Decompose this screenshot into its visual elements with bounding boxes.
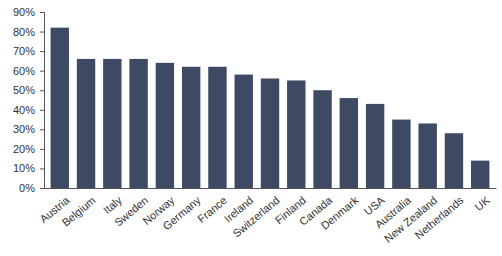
y-tick: 40%	[13, 104, 44, 116]
x-axis: AustriaBelgiumItalySwedenNorwayGermanyFr…	[37, 188, 496, 245]
bar	[445, 133, 463, 188]
y-tick-label: 40%	[13, 104, 35, 116]
y-tick-mark	[40, 188, 44, 189]
x-tick-label: France	[195, 194, 229, 225]
y-axis-line	[40, 13, 45, 189]
x-tick-label: Netherlands	[412, 194, 466, 242]
y-tick-label: 10%	[13, 162, 35, 174]
bar	[156, 63, 174, 188]
y-tick-label: 30%	[13, 123, 35, 135]
y-tick: 80%	[13, 26, 44, 38]
y-tick-mark	[40, 168, 44, 169]
bar	[340, 98, 358, 188]
plot: 0% 10% 20% 30% 40% 50% 60% 70% 80% 90% AustriaBelg…	[13, 6, 497, 245]
y-tick-mark	[40, 71, 44, 72]
x-tick-label: UK	[472, 193, 492, 212]
bar	[103, 59, 121, 188]
y-tick: 0%	[19, 182, 44, 194]
bar	[366, 104, 384, 188]
bar	[77, 59, 95, 188]
y-tick: 30%	[13, 123, 44, 135]
y-axis: 0% 10% 20% 30% 40% 50% 60% 70% 80% 90%	[13, 6, 45, 194]
bar	[261, 78, 279, 188]
bar	[208, 67, 226, 188]
y-tick-label: 20%	[13, 143, 35, 155]
y-tick: 60%	[13, 65, 44, 77]
y-tick-label: 70%	[13, 45, 35, 57]
x-tick: Belgium	[59, 188, 97, 229]
y-tick: 70%	[13, 45, 44, 57]
y-tick-mark	[40, 110, 44, 111]
bar	[418, 123, 436, 188]
x-tick: Denmark	[319, 188, 361, 232]
x-tick: Switzerland	[230, 188, 281, 240]
bar	[471, 161, 489, 188]
y-tick-label: 50%	[13, 84, 35, 96]
x-tick: UK	[472, 188, 492, 213]
y-tick: 20%	[13, 143, 44, 155]
y-tick: 10%	[13, 162, 44, 174]
x-tick-label: Denmark	[319, 194, 361, 232]
y-tick-mark	[40, 149, 44, 150]
bars	[51, 28, 490, 188]
y-tick-mark	[40, 51, 44, 52]
y-tick: 50%	[13, 84, 44, 96]
bar	[313, 90, 331, 188]
y-tick-mark	[40, 12, 44, 13]
bar	[392, 120, 410, 188]
bar	[51, 28, 69, 188]
bar	[235, 75, 253, 188]
y-tick-label: 0%	[19, 182, 35, 194]
chart: 0% 10% 20% 30% 40% 50% 60% 70% 80% 90% AustriaBelg…	[0, 0, 502, 256]
y-tick-label: 60%	[13, 65, 35, 77]
x-tick-label: Germany	[160, 194, 203, 233]
y-tick-label: 90%	[13, 6, 35, 18]
y-tick: 90%	[13, 6, 44, 18]
x-tick: Germany	[160, 188, 203, 232]
x-tick: Netherlands	[412, 188, 466, 241]
bar	[182, 67, 200, 188]
x-axis-line	[45, 188, 497, 189]
bar	[287, 80, 305, 188]
y-tick-mark	[40, 129, 44, 130]
y-tick-mark	[40, 90, 44, 91]
x-tick-label: Belgium	[59, 194, 97, 229]
y-tick-mark	[40, 32, 44, 33]
bar	[129, 59, 147, 188]
y-tick-label: 80%	[13, 26, 35, 38]
